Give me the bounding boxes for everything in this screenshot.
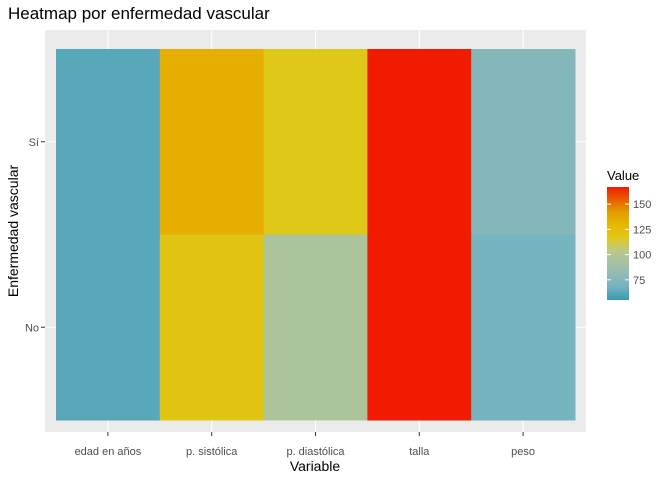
heatmap-cell — [471, 49, 575, 235]
x-tick-label: p. diastólica — [286, 446, 345, 458]
heatmap-cell — [367, 49, 471, 235]
chart-title: Heatmap por enfermedad vascular — [8, 4, 270, 23]
legend-tick-label: 100 — [633, 250, 651, 262]
legend: Value 75 100 125 150 — [607, 168, 651, 300]
heatmap-cells — [56, 49, 576, 421]
y-axis-label: Enfermedad vascular — [5, 165, 21, 298]
legend-tick-label: 125 — [633, 224, 651, 236]
x-tick-label: p. sistólica — [186, 446, 238, 458]
heatmap-cell — [264, 49, 368, 235]
legend-tick-label: 75 — [633, 275, 645, 287]
legend-tick-label: 150 — [633, 199, 651, 211]
heatmap-cell — [56, 49, 160, 235]
x-axis-ticks: edad en años p. sistólica p. diastólica tal… — [75, 432, 535, 458]
x-tick-label: peso — [511, 446, 535, 458]
x-tick-label: edad en años — [75, 446, 142, 458]
y-tick-label: No — [25, 322, 39, 334]
x-axis-label: Variable — [290, 458, 341, 474]
legend-title: Value — [607, 168, 639, 183]
x-tick-label: talla — [409, 446, 430, 458]
heatmap-cell — [264, 235, 368, 421]
y-tick-label: Sí — [29, 137, 39, 149]
heatmap-cell — [367, 235, 471, 421]
heatmap-cell — [471, 235, 575, 421]
heatmap-cell — [160, 49, 264, 235]
y-axis-ticks: No Sí — [25, 137, 45, 335]
heatmap-cell — [160, 235, 264, 421]
heatmap-cell — [56, 235, 160, 421]
